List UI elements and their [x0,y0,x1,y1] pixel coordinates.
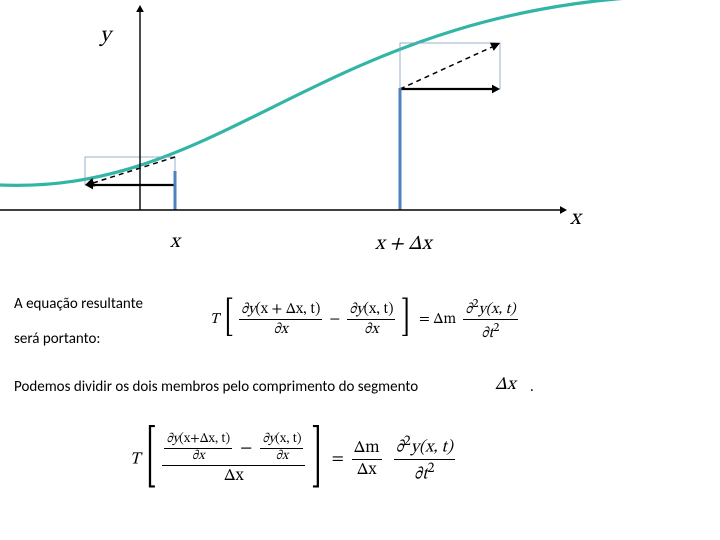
arrowhead-icon [560,206,567,214]
equation-2: T [ ∂y(x+Δx, t) ∂x − ∂y(x, t) ∂x Δx ] = … [130,432,455,487]
inline-deltax: Δx [495,374,516,397]
x-axis-label: x [570,205,581,233]
body-text-line3-period: . [530,378,534,396]
tangent-right-dashed-tension [400,47,492,89]
body-text-line2: será portanto: [14,330,100,348]
arrowhead-icon [492,85,500,94]
y-axis-label: y [100,22,111,50]
tick-label-xdx: x + Δx [375,232,431,257]
equation-1: T [ ∂y(x + Δx, t) ∂x − ∂y(x, t) ∂x ] = Δ… [210,296,518,343]
tangent-left-dashed-tension [93,157,175,183]
arrowhead-icon [136,5,144,12]
body-text-line3: Podemos dividir os dois membros pelo com… [14,378,418,396]
tick-label-x: x [170,230,180,255]
body-text-line1: A equação resultante [14,295,143,313]
